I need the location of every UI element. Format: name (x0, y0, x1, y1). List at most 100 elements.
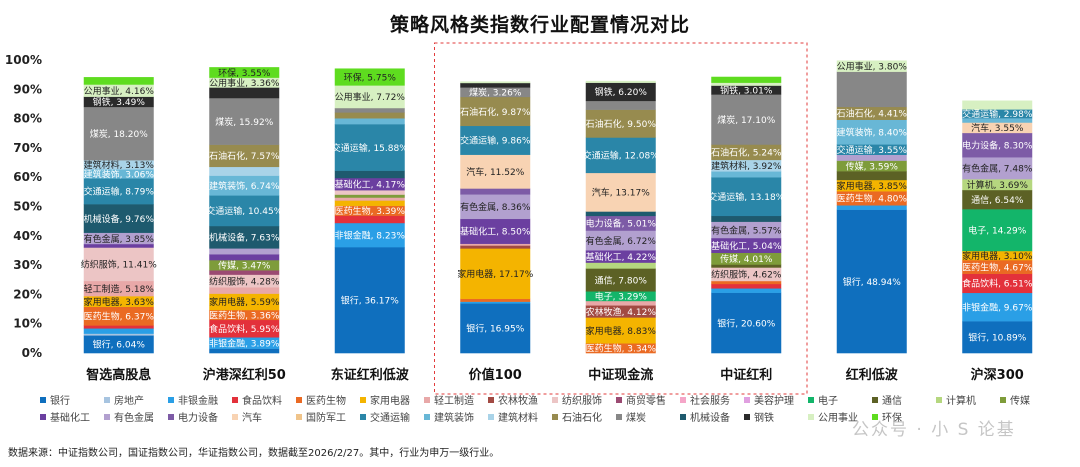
bar-segment (836, 71, 907, 108)
bar-segment (83, 204, 154, 233)
bar-segment (711, 177, 782, 217)
legend-item: 机械设备 (680, 413, 730, 425)
data-label: 钢铁, 3.01% (720, 84, 773, 96)
data-label: 计算机, 3.69% (967, 179, 1029, 191)
legend-label: 钢铁 (754, 413, 774, 424)
bar-segment (836, 154, 907, 161)
bar-segment (962, 209, 1033, 252)
legend-item: 交通运输 (360, 413, 410, 425)
data-label: 公用事业, 3.36% (209, 77, 280, 89)
bar-segment (962, 100, 1033, 110)
bar-segment (209, 225, 280, 249)
bar-segment (962, 260, 1033, 274)
legend-label: 交通运输 (370, 413, 410, 424)
bar-segment (334, 215, 405, 224)
bar-segment (962, 292, 1033, 322)
y-tick-label: 90% (13, 82, 42, 96)
data-label: 传媒, 4.01% (720, 253, 773, 265)
legend-label: 通信 (882, 396, 902, 407)
data-label: 银行, 36.17% (341, 295, 399, 307)
data-label: 有色金属, 5.57% (711, 224, 782, 236)
data-label: 建筑装饰, 8.40% (837, 126, 908, 138)
bar-segment (209, 97, 280, 145)
data-label: 有色金属, 8.36% (460, 201, 531, 213)
bar-segment (460, 87, 531, 98)
data-label: 银行, 20.60% (717, 317, 775, 329)
bar-segment (962, 109, 1033, 119)
bar-segment (83, 84, 154, 97)
bar-segment (83, 232, 154, 245)
data-label: 农林牧渔, 4.12% (586, 306, 657, 318)
legend-swatch (744, 414, 750, 420)
data-label: 食品饮料, 6.51% (962, 278, 1033, 290)
bar-segment (334, 170, 405, 179)
legend-swatch (104, 414, 110, 420)
bar-segment (585, 343, 656, 354)
bar-segment (711, 252, 782, 265)
legend-label: 电子 (818, 396, 838, 407)
bar-segment (460, 245, 531, 249)
y-tick-label: 40% (13, 229, 42, 243)
data-label: 家用电器, 3.85% (837, 180, 908, 192)
legend-item: 基础化工 (40, 413, 90, 425)
legend-item: 纺织服饰 (552, 396, 602, 408)
bar-segment (460, 248, 531, 299)
legend-swatch (168, 397, 174, 403)
legend-label: 石油石化 (562, 413, 602, 424)
data-label: 通信, 6.54% (971, 194, 1024, 206)
legend-label: 电力设备 (178, 413, 218, 424)
legend-label: 社会服务 (690, 396, 730, 407)
legend-item: 通信 (872, 396, 902, 408)
legend-label: 家用电器 (370, 396, 410, 407)
bar-segment (585, 172, 656, 212)
legend-swatch (488, 414, 494, 420)
legend-swatch (616, 414, 622, 420)
bar-segment (460, 96, 531, 127)
bar-segment (83, 160, 154, 170)
data-label: 医药生物, 4.67% (962, 261, 1033, 273)
bar-segment (460, 218, 531, 244)
data-label: 公用事业, 4.16% (84, 85, 155, 97)
legend-swatch (872, 414, 878, 420)
legend-item: 钢铁 (744, 413, 774, 425)
bar-segment (83, 169, 154, 179)
legend-label: 银行 (50, 396, 70, 407)
bar-segment (209, 87, 280, 99)
bar-segment (83, 243, 154, 248)
legend-item: 电力设备 (168, 413, 218, 425)
bar-segment (334, 200, 405, 206)
data-label: 交通运输, 3.55% (837, 144, 908, 156)
legend-label: 建筑装饰 (434, 413, 474, 424)
bar-segment (334, 190, 405, 195)
bar-segment (711, 283, 782, 289)
data-label: 钢铁, 3.49% (93, 96, 146, 108)
bar-segment (209, 77, 280, 88)
data-label: 非银金融, 8.23% (335, 229, 406, 241)
bar-segment (209, 274, 280, 288)
y-tick-label: 100% (5, 53, 42, 67)
bar-segment (209, 337, 280, 349)
bar-segment (209, 248, 280, 255)
legend-swatch (296, 414, 302, 420)
data-label: 银行, 10.89% (968, 332, 1026, 344)
legend-label: 商贸零售 (626, 396, 666, 407)
data-label: 石油石化, 7.57% (209, 150, 280, 162)
data-label: 基础化工, 8.50% (460, 226, 531, 238)
legend-label: 纺织服饰 (562, 396, 602, 407)
data-label: 机械设备, 7.63% (209, 232, 280, 244)
bar-segment (585, 305, 656, 318)
bar-segment (962, 250, 1033, 261)
data-label: 传媒, 3.59% (846, 160, 899, 172)
x-tick-label: 价值100 (469, 367, 522, 383)
bar-segment (836, 191, 907, 206)
bar-segment (83, 96, 154, 108)
data-label: 基础化工, 4.17% (335, 179, 406, 191)
data-label: 家用电器, 17.17% (457, 268, 533, 280)
x-tick-label: 沪港深红利50 (203, 367, 286, 383)
bar-segment (836, 179, 907, 192)
data-label: 基础化工, 5.04% (711, 240, 782, 252)
bar-segment (83, 280, 154, 297)
data-label: 建筑材料, 3.92% (711, 160, 782, 172)
bar-segment (83, 335, 154, 354)
y-tick-label: 10% (13, 317, 42, 331)
